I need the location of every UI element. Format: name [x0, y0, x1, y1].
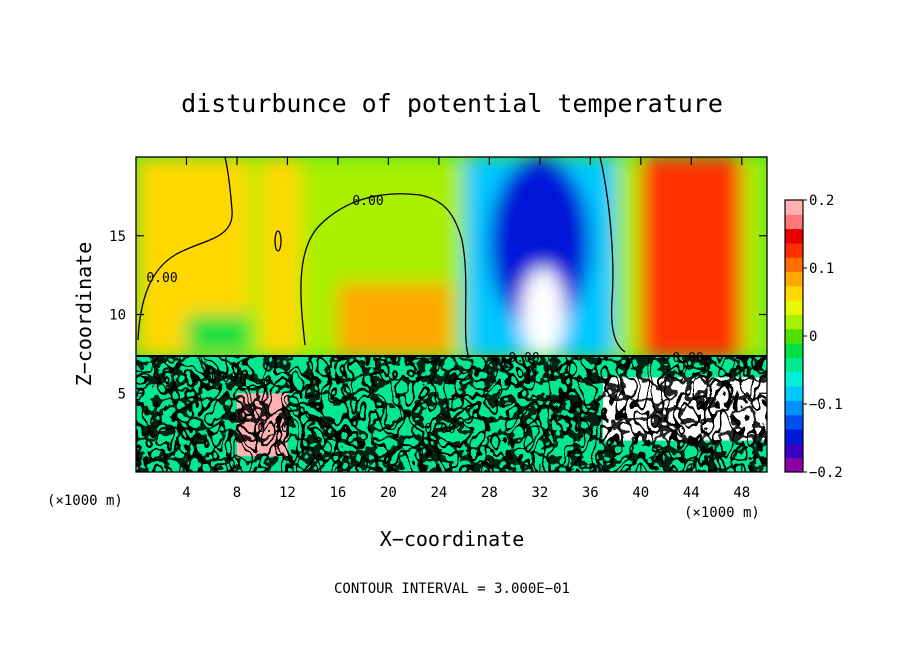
field-region	[186, 314, 250, 354]
colorbar-swatch	[785, 443, 803, 459]
colorbar-swatch	[785, 343, 803, 358]
contour-lines	[136, 157, 767, 357]
contour-label: 0.00	[508, 351, 539, 366]
field-region	[640, 157, 742, 358]
x-tick-label: 12	[279, 485, 296, 501]
colorbar-tick-label: 0.1	[809, 261, 834, 277]
x-tick-label: 44	[683, 485, 700, 501]
x-unit-right: (×1000 m)	[684, 505, 760, 521]
x-tick-label: 48	[733, 485, 750, 501]
contour-zero-left	[137, 157, 233, 341]
plot-area	[136, 157, 767, 472]
field-region	[262, 157, 301, 358]
y-tick-label: 5	[118, 386, 126, 402]
x-axis: 4 8 12 16 20 24 28 32 36 40 44 48	[182, 157, 750, 501]
colorbar-tick-label: 0	[809, 329, 817, 345]
colorbar-tick-label: −0.2	[809, 465, 843, 481]
x-tick-label: 4	[182, 485, 190, 501]
colorbar-swatch	[785, 314, 803, 330]
colorbar-swatch	[785, 228, 803, 244]
x-tick-label: 28	[481, 485, 498, 501]
y-tick-label: 15	[109, 229, 126, 245]
colorbar-tick-label: −0.1	[809, 397, 843, 413]
colorbar-swatch	[785, 285, 803, 301]
colorbar: 0.2 0.1 0 −0.1 −0.2	[784, 193, 843, 481]
y-axis: 5 10 15	[109, 229, 767, 402]
colorbar-swatch	[785, 400, 803, 416]
x-unit-left: (×1000 m)	[47, 493, 123, 509]
colorbar-swatch	[785, 257, 803, 273]
y-tick-label: 10	[109, 308, 126, 324]
colorbar-swatch	[785, 371, 803, 387]
colorbar-swatch	[785, 429, 803, 444]
field-region	[520, 267, 566, 358]
colorbar-swatch	[785, 357, 803, 373]
y-axis-label: Z−coordinate	[72, 242, 96, 387]
contour-zero-right	[599, 157, 626, 353]
upper-field	[136, 157, 767, 358]
x-tick-label: 40	[632, 485, 649, 501]
contour-interval-text: CONTOUR INTERVAL = 3.000E−01	[334, 581, 570, 597]
colorbar-swatch	[785, 214, 803, 230]
contour-zero-mid	[300, 193, 469, 356]
contour-label: 0.00	[672, 351, 703, 366]
colorbar-swatch	[785, 386, 803, 401]
colorbar-swatch	[785, 414, 803, 430]
contour-label: 0.00	[352, 194, 383, 209]
contour-small	[274, 230, 282, 252]
colorbar-swatch	[785, 300, 803, 316]
contour-label: 0.00	[146, 271, 177, 286]
chart-title: disturbunce of potential temperature	[181, 89, 723, 118]
x-tick-label: 36	[582, 485, 599, 501]
field-region	[337, 283, 452, 358]
x-tick-label: 16	[329, 485, 346, 501]
x-tick-label: 8	[233, 485, 241, 501]
x-tick-label: 20	[380, 485, 397, 501]
colorbar-swatch	[785, 200, 803, 215]
field-region	[489, 157, 591, 331]
contour-label: 0.00	[206, 371, 237, 386]
contour-label: 0.00	[257, 421, 288, 436]
contour-labels: 0.00 0.00 0.00 0.00 0.00 0.00 0.00	[146, 194, 703, 437]
colorbar-swatch	[785, 457, 803, 473]
colorbar-tick-label: 0.2	[809, 193, 834, 209]
contour-label: 0.00	[424, 422, 455, 437]
x-tick-label: 32	[531, 485, 548, 501]
colorbar-swatch	[785, 242, 803, 258]
x-tick-label: 24	[430, 485, 447, 501]
x-axis-label: X−coordinate	[380, 527, 525, 551]
colorbar-swatch	[785, 328, 803, 344]
colorbar-swatch	[785, 271, 803, 287]
